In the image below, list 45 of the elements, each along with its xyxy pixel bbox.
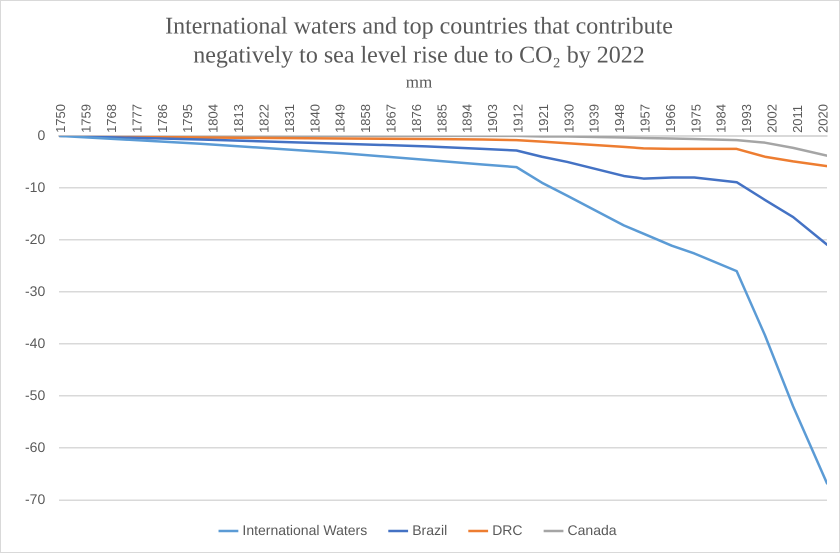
x-tick-label: 1939 — [586, 104, 602, 133]
x-tick-label: 1831 — [282, 104, 297, 133]
x-tick-label: 1786 — [154, 104, 170, 133]
x-tick-label: 1876 — [408, 104, 424, 133]
y-tick-label: -70 — [25, 490, 46, 507]
x-tick-label: 1948 — [612, 104, 628, 133]
x-tick-label: 1903 — [485, 104, 500, 133]
x-tick-label: 1975 — [688, 104, 704, 133]
x-tick-label: 1840 — [307, 104, 322, 133]
x-tick-label: 1993 — [739, 104, 754, 133]
x-tick-label: 2020 — [815, 104, 830, 133]
x-tick-label: 1867 — [383, 104, 398, 133]
chart-title: International waters and top countries that contribute negatively to sea level rise due to CO₂ by 2022 — [165, 14, 673, 68]
y-axis-title: mm — [406, 72, 432, 92]
legend-label: DRC — [492, 522, 523, 538]
y-tick-label: -50 — [25, 386, 46, 403]
x-tick-label: 1813 — [231, 104, 246, 133]
x-tick-label: 1795 — [180, 104, 196, 133]
x-tick-label: 1930 — [561, 104, 576, 133]
x-tick-label: 1885 — [434, 104, 450, 133]
x-tick-label: 1894 — [460, 104, 475, 133]
x-tick-label: 1849 — [332, 104, 348, 133]
x-tick-label: 2002 — [764, 104, 780, 133]
legend-label: International Waters — [242, 522, 368, 538]
x-tick-label: 1750 — [53, 104, 68, 133]
x-tick-label: 1804 — [206, 104, 221, 133]
y-tick-label: -40 — [25, 334, 46, 351]
x-tick-label: 1822 — [256, 104, 272, 133]
x-tick-label: 1921 — [536, 104, 551, 133]
y-tick-label: -60 — [25, 438, 46, 455]
x-tick-label: 1777 — [129, 104, 144, 133]
x-tick-label: 1957 — [638, 104, 653, 133]
legend-label: Brazil — [412, 522, 448, 538]
x-tick-label: 2011 — [790, 104, 805, 133]
x-tick-label: 1768 — [104, 104, 120, 133]
y-tick-label: 0 — [37, 126, 46, 143]
x-tick-label: 1858 — [358, 104, 374, 133]
x-tick-label: 1759 — [78, 104, 94, 133]
legend-label: Canada — [568, 522, 617, 538]
y-tick-label: -20 — [25, 230, 46, 247]
x-tick-label: 1912 — [510, 104, 526, 133]
y-tick-label: -30 — [25, 282, 46, 299]
x-tick-label: 1984 — [714, 104, 729, 133]
x-tick-label: 1966 — [662, 104, 678, 133]
y-tick-label: -10 — [25, 178, 46, 195]
